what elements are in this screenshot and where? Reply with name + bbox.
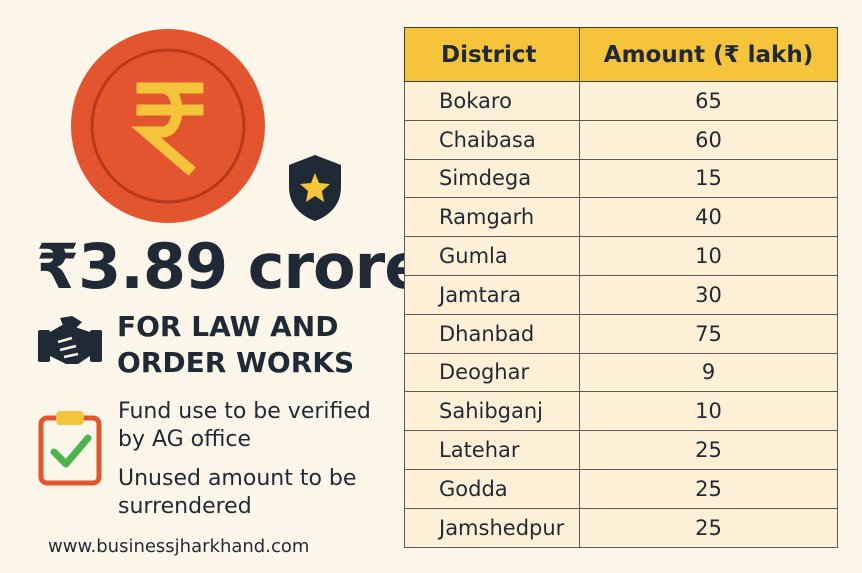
table-row: Jamshedpur 25 <box>404 507 838 548</box>
rupee-coin-icon <box>71 29 265 223</box>
verification-note: Fund use to be verified by AG office <box>118 399 371 452</box>
amount-cell: 25 <box>579 507 838 548</box>
district-cell: Jamtara <box>404 274 580 315</box>
district-cell: Ramgarh <box>404 197 580 238</box>
table-row: Latehar 25 <box>404 430 838 470</box>
amount-cell: 9 <box>579 352 838 393</box>
handshake-icon <box>38 316 102 364</box>
clipboard-check-icon <box>38 411 102 486</box>
column-header-amount: Amount (₹ lakh) <box>579 27 838 82</box>
website-url: www.businessjharkhand.com <box>48 536 310 557</box>
amount-cell: 60 <box>579 119 838 160</box>
amount-cell: 75 <box>579 313 838 354</box>
amount-cell: 15 <box>579 158 838 199</box>
purpose-heading: FOR LAW AND ORDER WORKS <box>117 309 387 381</box>
district-cell: Bokaro <box>404 81 580 121</box>
purpose-line-2: ORDER WORKS <box>117 346 355 379</box>
district-cell: Sahibganj <box>404 391 580 432</box>
amount-cell: 30 <box>579 274 838 315</box>
district-cell: Deoghar <box>404 352 580 393</box>
surrender-note: Unused amount to be surrendered <box>118 466 357 519</box>
table-row: Jamtara 30 <box>404 274 838 315</box>
table-row: Deoghar 9 <box>404 352 838 393</box>
table-row: Simdega 15 <box>404 158 838 199</box>
table-row: Dhanbad 75 <box>404 313 838 354</box>
amount-cell: 65 <box>579 81 838 121</box>
district-cell: Dhanbad <box>404 313 580 354</box>
amount-cell: 10 <box>579 236 838 276</box>
table-row: Bokaro 65 <box>404 81 838 121</box>
column-header-district: District <box>404 27 580 82</box>
table-header-row: District Amount (₹ lakh) <box>404 27 838 82</box>
purpose-line-1: FOR LAW AND <box>117 310 339 343</box>
table-row: Gumla 10 <box>404 236 838 276</box>
total-amount: ₹3.89 crore <box>36 230 426 303</box>
amount-cell: 25 <box>579 468 838 509</box>
district-cell: Godda <box>404 468 580 509</box>
amount-cell: 40 <box>579 197 838 238</box>
table-row: Ramgarh 40 <box>404 197 838 238</box>
district-cell: Jamshedpur <box>404 507 580 548</box>
district-cell: Latehar <box>404 430 580 470</box>
district-amount-table: District Amount (₹ lakh) Bokaro 65 Chaiba… <box>404 27 838 548</box>
shield-star-icon <box>289 155 341 221</box>
district-cell: Gumla <box>404 236 580 276</box>
amount-cell: 25 <box>579 430 838 470</box>
amount-cell: 10 <box>579 391 838 432</box>
table-row: Sahibganj 10 <box>404 391 838 432</box>
district-cell: Simdega <box>404 158 580 199</box>
table-row: Chaibasa 60 <box>404 119 838 160</box>
table-row: Godda 25 <box>404 468 838 509</box>
district-cell: Chaibasa <box>404 119 580 160</box>
